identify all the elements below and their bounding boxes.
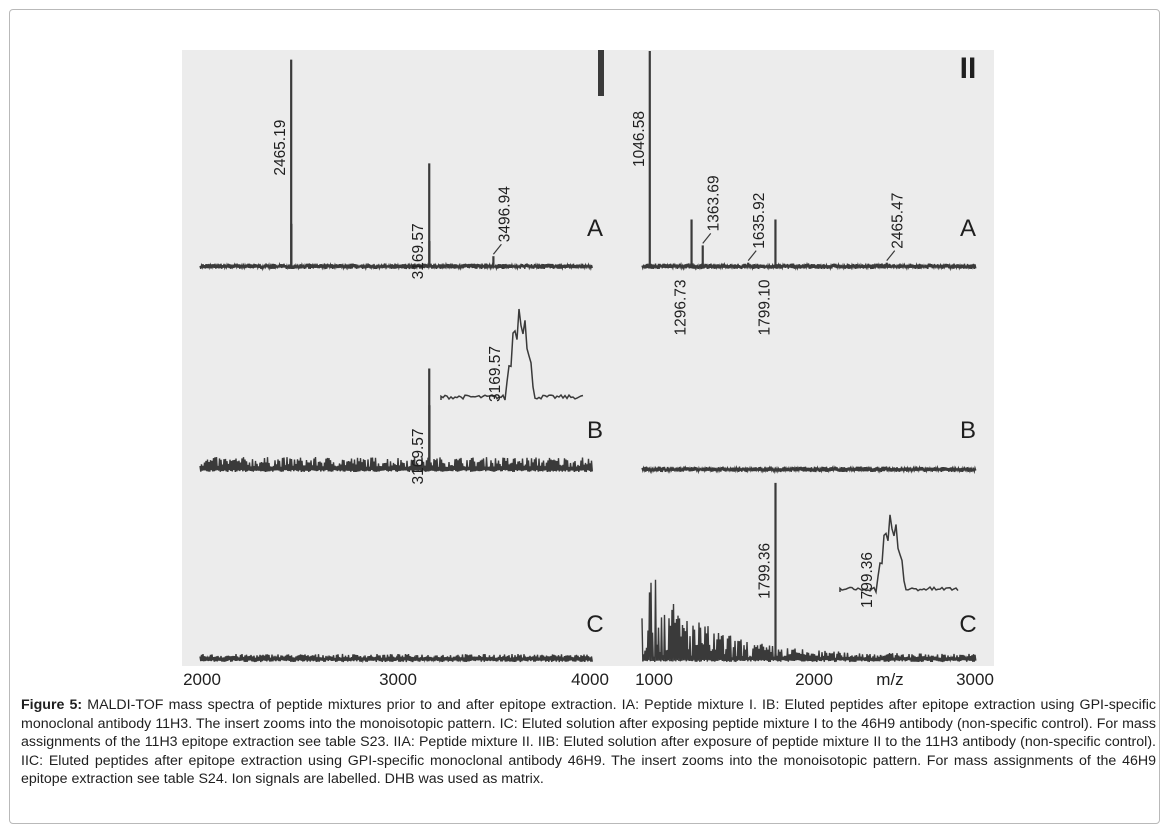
- x-tick-label: 1000: [635, 670, 673, 689]
- peak-label: 3169.57: [410, 223, 427, 279]
- x-tick-label: 2000: [183, 670, 221, 689]
- spectrum-trace-IIC: [641, 579, 977, 663]
- x-tick-label: 3000: [379, 670, 417, 689]
- x-tick-label: 3000: [956, 670, 994, 689]
- peak-label: 1363.69: [706, 175, 723, 231]
- peak-label: 3496.94: [496, 186, 513, 242]
- peak-label: 1296.73: [673, 279, 690, 335]
- peak-leader: [747, 250, 757, 262]
- spectrum-trace-IA: [199, 261, 593, 272]
- x-tick-label: 2000: [795, 670, 833, 689]
- spectrum-label-IIB: B: [960, 417, 976, 444]
- spectrum-trace-IB: [199, 456, 593, 473]
- spectrum-label-IB: B: [587, 417, 603, 444]
- x-tick-label: 4000: [571, 670, 609, 689]
- spectrum-label-IC: C: [586, 611, 603, 638]
- spectrum-trace-IIA: [641, 261, 977, 272]
- insert-peak-label: 3169.57: [487, 346, 504, 402]
- spectrum-label-IIC: C: [959, 611, 976, 638]
- peak-label: 3169.57: [410, 428, 427, 484]
- peak-label: 2465.19: [272, 120, 289, 176]
- insert-trace: [440, 308, 584, 401]
- peak-label: 1046.58: [631, 111, 648, 167]
- panel-background: [182, 50, 994, 666]
- peak-leader: [492, 243, 502, 255]
- spectrum-label-IIA: A: [960, 215, 976, 242]
- peak-leader: [702, 233, 712, 244]
- spectrum-label-IA: A: [587, 215, 603, 242]
- peak-leader: [886, 250, 896, 262]
- spectra-traces: [199, 51, 977, 664]
- peak-label: 1799.36: [756, 543, 773, 599]
- x-axis-label: m/z: [876, 670, 903, 689]
- panel-label-I: [598, 50, 604, 96]
- figure-caption: Figure 5: MALDI-TOF mass spectra of pept…: [21, 696, 1156, 789]
- peak-label: 1799.10: [756, 279, 773, 335]
- spectrum-trace-IC: [199, 653, 593, 664]
- insert-trace: [839, 514, 959, 595]
- figure-frame: [9, 9, 1160, 824]
- panel-label-II: II: [960, 52, 977, 85]
- caption-label: Figure 5:: [21, 697, 83, 713]
- spectrum-trace-IIB: [641, 464, 977, 475]
- insert-peak-label: 1799.36: [859, 552, 876, 608]
- peak-label: 2465.47: [890, 193, 907, 249]
- caption-text: MALDI-TOF mass spectra of peptide mixtur…: [21, 697, 1156, 788]
- peak-label: 1635.92: [751, 193, 768, 249]
- spectra-labels: 2000 3000 4000 2465.19 3169.57 3496.94 A 3169.5…: [183, 50, 994, 689]
